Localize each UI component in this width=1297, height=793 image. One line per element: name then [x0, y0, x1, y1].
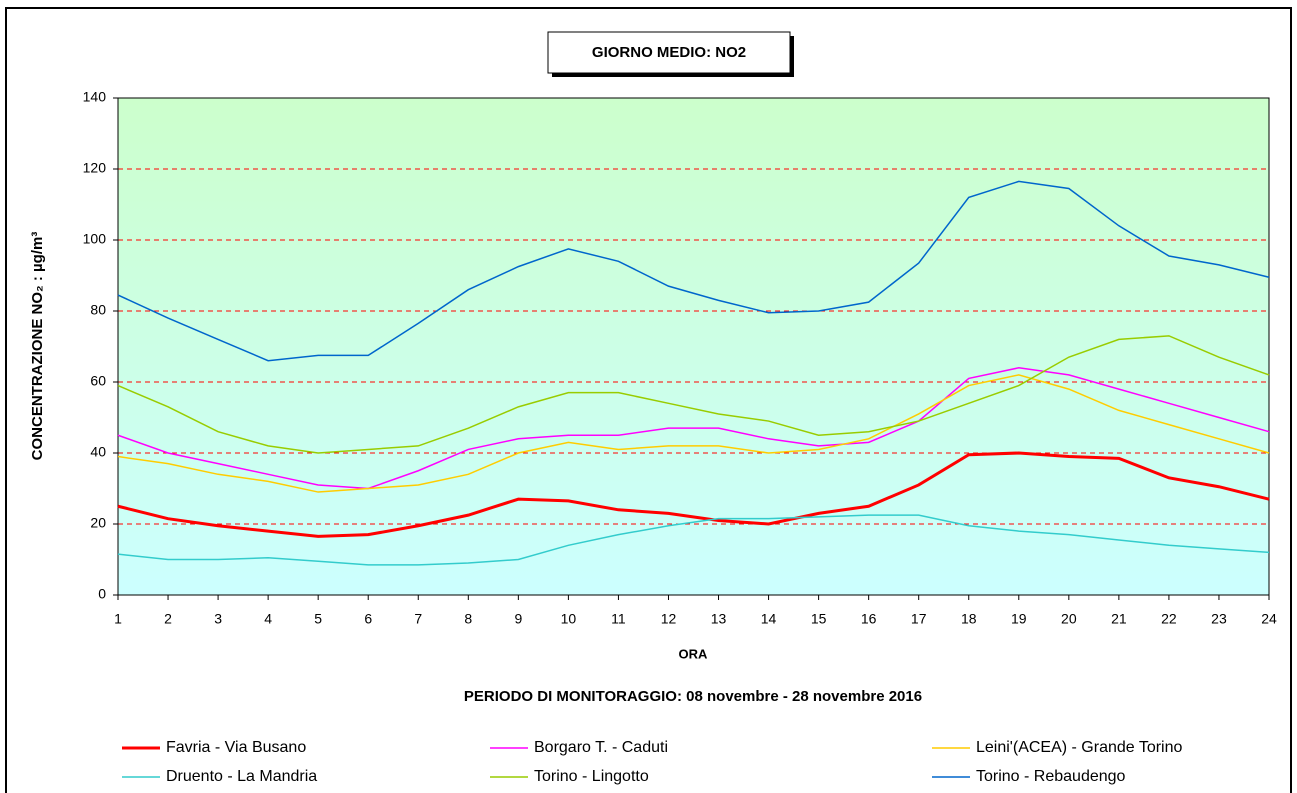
- x-tick-label: 24: [1261, 611, 1277, 627]
- x-tick-label: 21: [1111, 611, 1127, 627]
- x-tick-label: 19: [1011, 611, 1027, 627]
- x-tick-label: 14: [761, 611, 777, 627]
- legend-label: Borgaro T. - Caduti: [534, 739, 668, 756]
- y-tick-label: 20: [90, 515, 106, 531]
- title-box: [547, 31, 791, 74]
- x-tick-label: 23: [1211, 611, 1227, 627]
- legend-label: Druento - La Mandria: [166, 768, 317, 785]
- x-tick-label: 12: [661, 611, 677, 627]
- plot-border: [117, 97, 1270, 596]
- y-tick-label: 120: [83, 160, 107, 176]
- series-line: [117, 514, 1270, 566]
- x-tick-label: 1: [114, 611, 122, 627]
- y-tick-label: 140: [83, 89, 107, 105]
- x-tick-label: 3: [214, 611, 222, 627]
- x-tick-label: 16: [861, 611, 877, 627]
- x-axis-label: ORA: [679, 646, 709, 661]
- plot-background: [118, 98, 1269, 595]
- y-tick-label: 100: [83, 231, 107, 247]
- series-line: [117, 335, 1270, 454]
- x-tick-label: 20: [1061, 611, 1077, 627]
- series-line: [117, 180, 1270, 362]
- x-tick-label: 5: [314, 611, 322, 627]
- chart-title: GIORNO MEDIO: NO2: [592, 44, 746, 61]
- series-line: [117, 374, 1270, 493]
- series-line: [117, 367, 1270, 490]
- legend-label: Leini'(ACEA) - Grande Torino: [976, 739, 1183, 756]
- x-tick-label: 11: [611, 611, 626, 627]
- series-line: [117, 451, 1270, 538]
- x-tick-label: 8: [464, 611, 472, 627]
- x-tick-label: 9: [514, 611, 522, 627]
- y-tick-label: 80: [90, 302, 106, 318]
- x-tick-label: 6: [364, 611, 372, 627]
- y-tick-label: 40: [90, 444, 106, 460]
- x-tick-label: 4: [264, 611, 272, 627]
- legend-label: Torino - Lingotto: [534, 768, 649, 785]
- subtitle: PERIODO DI MONITORAGGIO: 08 novembre - 2…: [464, 688, 922, 705]
- x-tick-label: 10: [561, 611, 577, 627]
- x-tick-label: 2: [164, 611, 172, 627]
- x-tick-label: 7: [414, 611, 422, 627]
- y-tick-label: 0: [98, 586, 106, 602]
- x-tick-label: 17: [911, 611, 927, 627]
- x-tick-label: 18: [961, 611, 977, 627]
- legend-label: Torino - Rebaudengo: [976, 768, 1126, 785]
- x-tick-label: 13: [711, 611, 727, 627]
- y-tick-label: 60: [90, 373, 106, 389]
- x-tick-label: 15: [811, 611, 827, 627]
- legend-label: Favria - Via Busano: [166, 739, 306, 756]
- y-axis-label: CONCENTRAZIONE NO₂ : µg/m³: [29, 232, 46, 461]
- x-tick-label: 22: [1161, 611, 1177, 627]
